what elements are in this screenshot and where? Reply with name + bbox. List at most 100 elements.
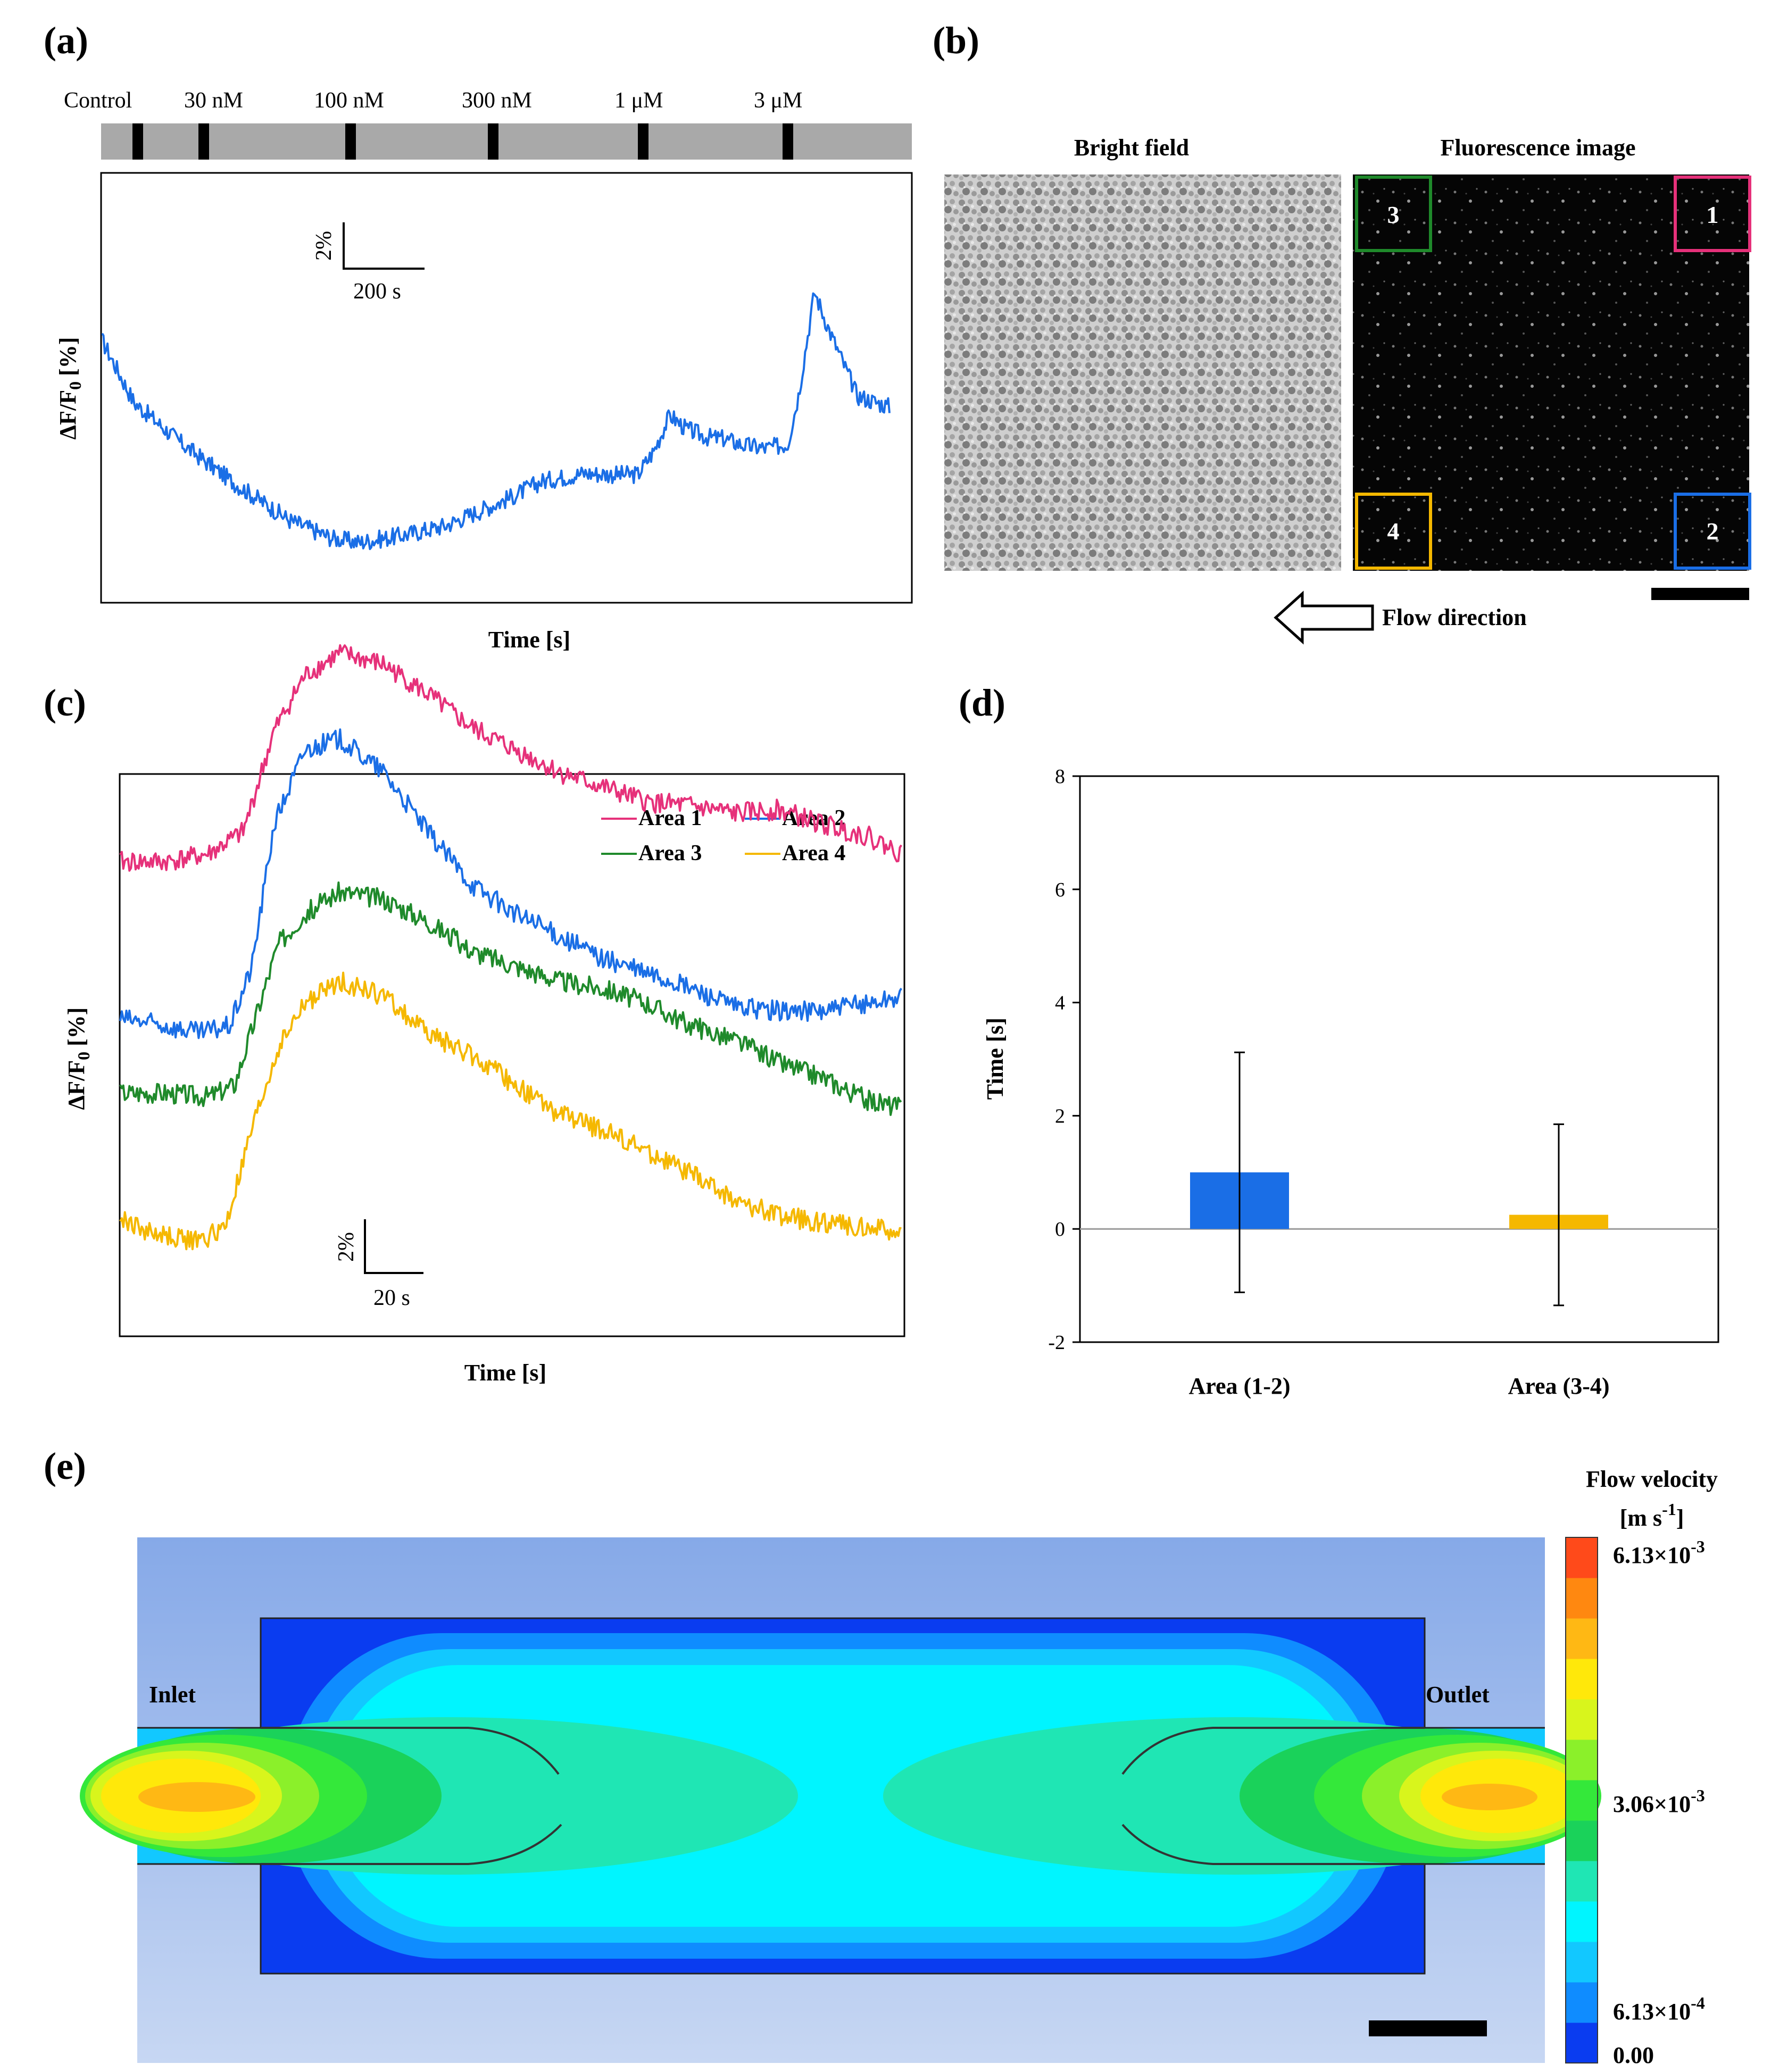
colorbar-frame	[1565, 1537, 1598, 2063]
legend-c: Area 1 Area 2 Area 3 Area 4	[601, 806, 845, 866]
inlet-label: Inlet	[149, 1682, 196, 1708]
timeline-marker	[198, 123, 209, 160]
scalebar-y-label: 2%	[334, 1232, 359, 1262]
fluorescence-title: Fluorescence image	[1441, 135, 1636, 161]
outlet-label: Outlet	[1426, 1682, 1490, 1708]
colorbar-segment	[1566, 1901, 1598, 1942]
colorbar-segment	[1566, 1659, 1598, 1700]
roi-box-1: 1	[1674, 176, 1751, 252]
series-line-area-3	[119, 881, 902, 1116]
colorbar-title: Flow velocity	[1586, 1466, 1718, 1492]
colorbar-segment	[1566, 1861, 1598, 1902]
x-axis-label-a: Time [s]	[488, 627, 570, 653]
y-axis-label-a: ΔF/F0[%]	[55, 337, 85, 440]
flow-simulation: Inlet Outlet	[80, 1537, 1601, 2063]
timeline-marker	[488, 123, 498, 160]
colorbar-labels: 6.13×10-3 3.06×10-3 6.13×10-4 0.00	[1613, 1537, 1705, 2068]
colorbar-segment	[1566, 1820, 1598, 1861]
colorbar-tick: 6.13×10-3	[1613, 1537, 1705, 1568]
plot-area-c	[119, 644, 903, 1251]
x-axis-label-c: Time [s]	[464, 1360, 546, 1386]
timeline-markers	[132, 123, 793, 160]
colorbar-segment	[1566, 1537, 1598, 1578]
legend-item: Area 1	[638, 806, 702, 830]
panel-e-label: (e)	[44, 1445, 86, 1487]
timeline-marker	[345, 123, 356, 160]
colorbar-unit: [m s-1]	[1620, 1500, 1684, 1531]
panel-b-label: (b)	[933, 19, 979, 62]
timeline-marker	[132, 123, 143, 160]
category-label: Area (1-2)	[1189, 1373, 1291, 1399]
channel-outline	[137, 1617, 1545, 1729]
scalebar-a: 2% 200 s	[312, 222, 425, 304]
colorbar-segment	[1566, 1618, 1598, 1659]
timeline-label: 30 nM	[184, 88, 243, 113]
timeline-label: 300 nM	[462, 88, 532, 113]
scalebar-x-label: 200 s	[353, 279, 401, 304]
timeline-label: 1 μM	[614, 88, 663, 113]
series-line-area-2	[119, 728, 903, 1039]
plot-area-d: 8 6 4 2 0 -2 Area (1-2) Area (3-4)	[1048, 765, 1718, 1399]
scalebar-c: 2% 20 s	[334, 1219, 423, 1310]
legend-item: Area 3	[638, 841, 702, 866]
legend-item: Area 4	[782, 841, 845, 866]
flow-direction-arrow-icon	[1274, 590, 1374, 645]
y-tick-label: 0	[1055, 1218, 1065, 1241]
scalebar-lines	[343, 222, 425, 270]
roi-number: 4	[1387, 518, 1400, 545]
flow-direction-label: Flow direction	[1382, 604, 1527, 630]
roi-box-4: 4	[1355, 493, 1432, 570]
y-axis-label-d: Time [s]	[982, 1018, 1008, 1100]
colorbar	[1565, 1537, 1598, 2063]
roi-number: 3	[1387, 201, 1400, 228]
timeline-labels: Control 30 nM 100 nM 300 nM 1 μM 3 μM	[64, 88, 802, 113]
timeline-label: 100 nM	[314, 88, 384, 113]
panel-d-label: (d)	[959, 681, 1005, 724]
colorbar-tick: 6.13×10-4	[1613, 1993, 1705, 2025]
timeline-label: 3 μM	[754, 88, 802, 113]
timeline-marker	[638, 123, 648, 160]
bright-field-image	[944, 174, 1341, 571]
series-line	[101, 292, 891, 551]
plot-area-a	[101, 292, 891, 551]
colorbar-segment	[1566, 1780, 1598, 1821]
colorbar-segment	[1566, 1578, 1598, 1619]
colorbar-segment	[1566, 1740, 1598, 1780]
plot-frame-a	[100, 172, 913, 604]
channel-outline	[137, 1863, 1545, 1975]
colorbar-segment	[1566, 1982, 1598, 2023]
plot-frame-d	[1079, 775, 1719, 1343]
category-label: Area (3-4)	[1508, 1373, 1610, 1399]
roi-box-3: 3	[1355, 176, 1432, 252]
roi-number: 1	[1707, 201, 1719, 228]
colorbar-segment	[1566, 1699, 1598, 1740]
timeline-marker	[783, 123, 793, 160]
outlet-core	[1442, 1784, 1537, 1810]
panel-a-label: (a)	[44, 19, 88, 62]
roi-box-2: 2	[1674, 493, 1751, 570]
y-tick-label: -2	[1048, 1332, 1065, 1354]
colorbar-tick: 3.06×10-3	[1613, 1786, 1705, 1817]
bright-field-title: Bright field	[1074, 135, 1189, 161]
y-tick-label: 8	[1055, 765, 1065, 788]
scalebar-x-label: 20 s	[373, 1286, 410, 1310]
y-tick-label: 4	[1055, 992, 1065, 1014]
timeline-label: Control	[64, 88, 132, 113]
outlet-guide	[1121, 1824, 1425, 1865]
y-tick-label: 2	[1055, 1105, 1065, 1127]
outlet-guide	[1121, 1727, 1425, 1775]
scale-bar-b	[1651, 588, 1749, 600]
inlet-core	[138, 1782, 255, 1812]
scalebar-y-label: 2%	[312, 231, 336, 261]
panel-c-label: (c)	[44, 681, 86, 724]
inlet-guide	[261, 1824, 562, 1865]
colorbar-segment	[1566, 2023, 1598, 2063]
series-line-area-4	[119, 971, 902, 1251]
series-line-area-1	[119, 644, 902, 872]
colorbar-tick: 0.00	[1613, 2042, 1654, 2068]
inlet-guide	[261, 1727, 560, 1775]
colorbar-segment	[1566, 1942, 1598, 1983]
roi-number: 2	[1707, 518, 1719, 545]
fluorescence-image	[1353, 174, 1749, 571]
